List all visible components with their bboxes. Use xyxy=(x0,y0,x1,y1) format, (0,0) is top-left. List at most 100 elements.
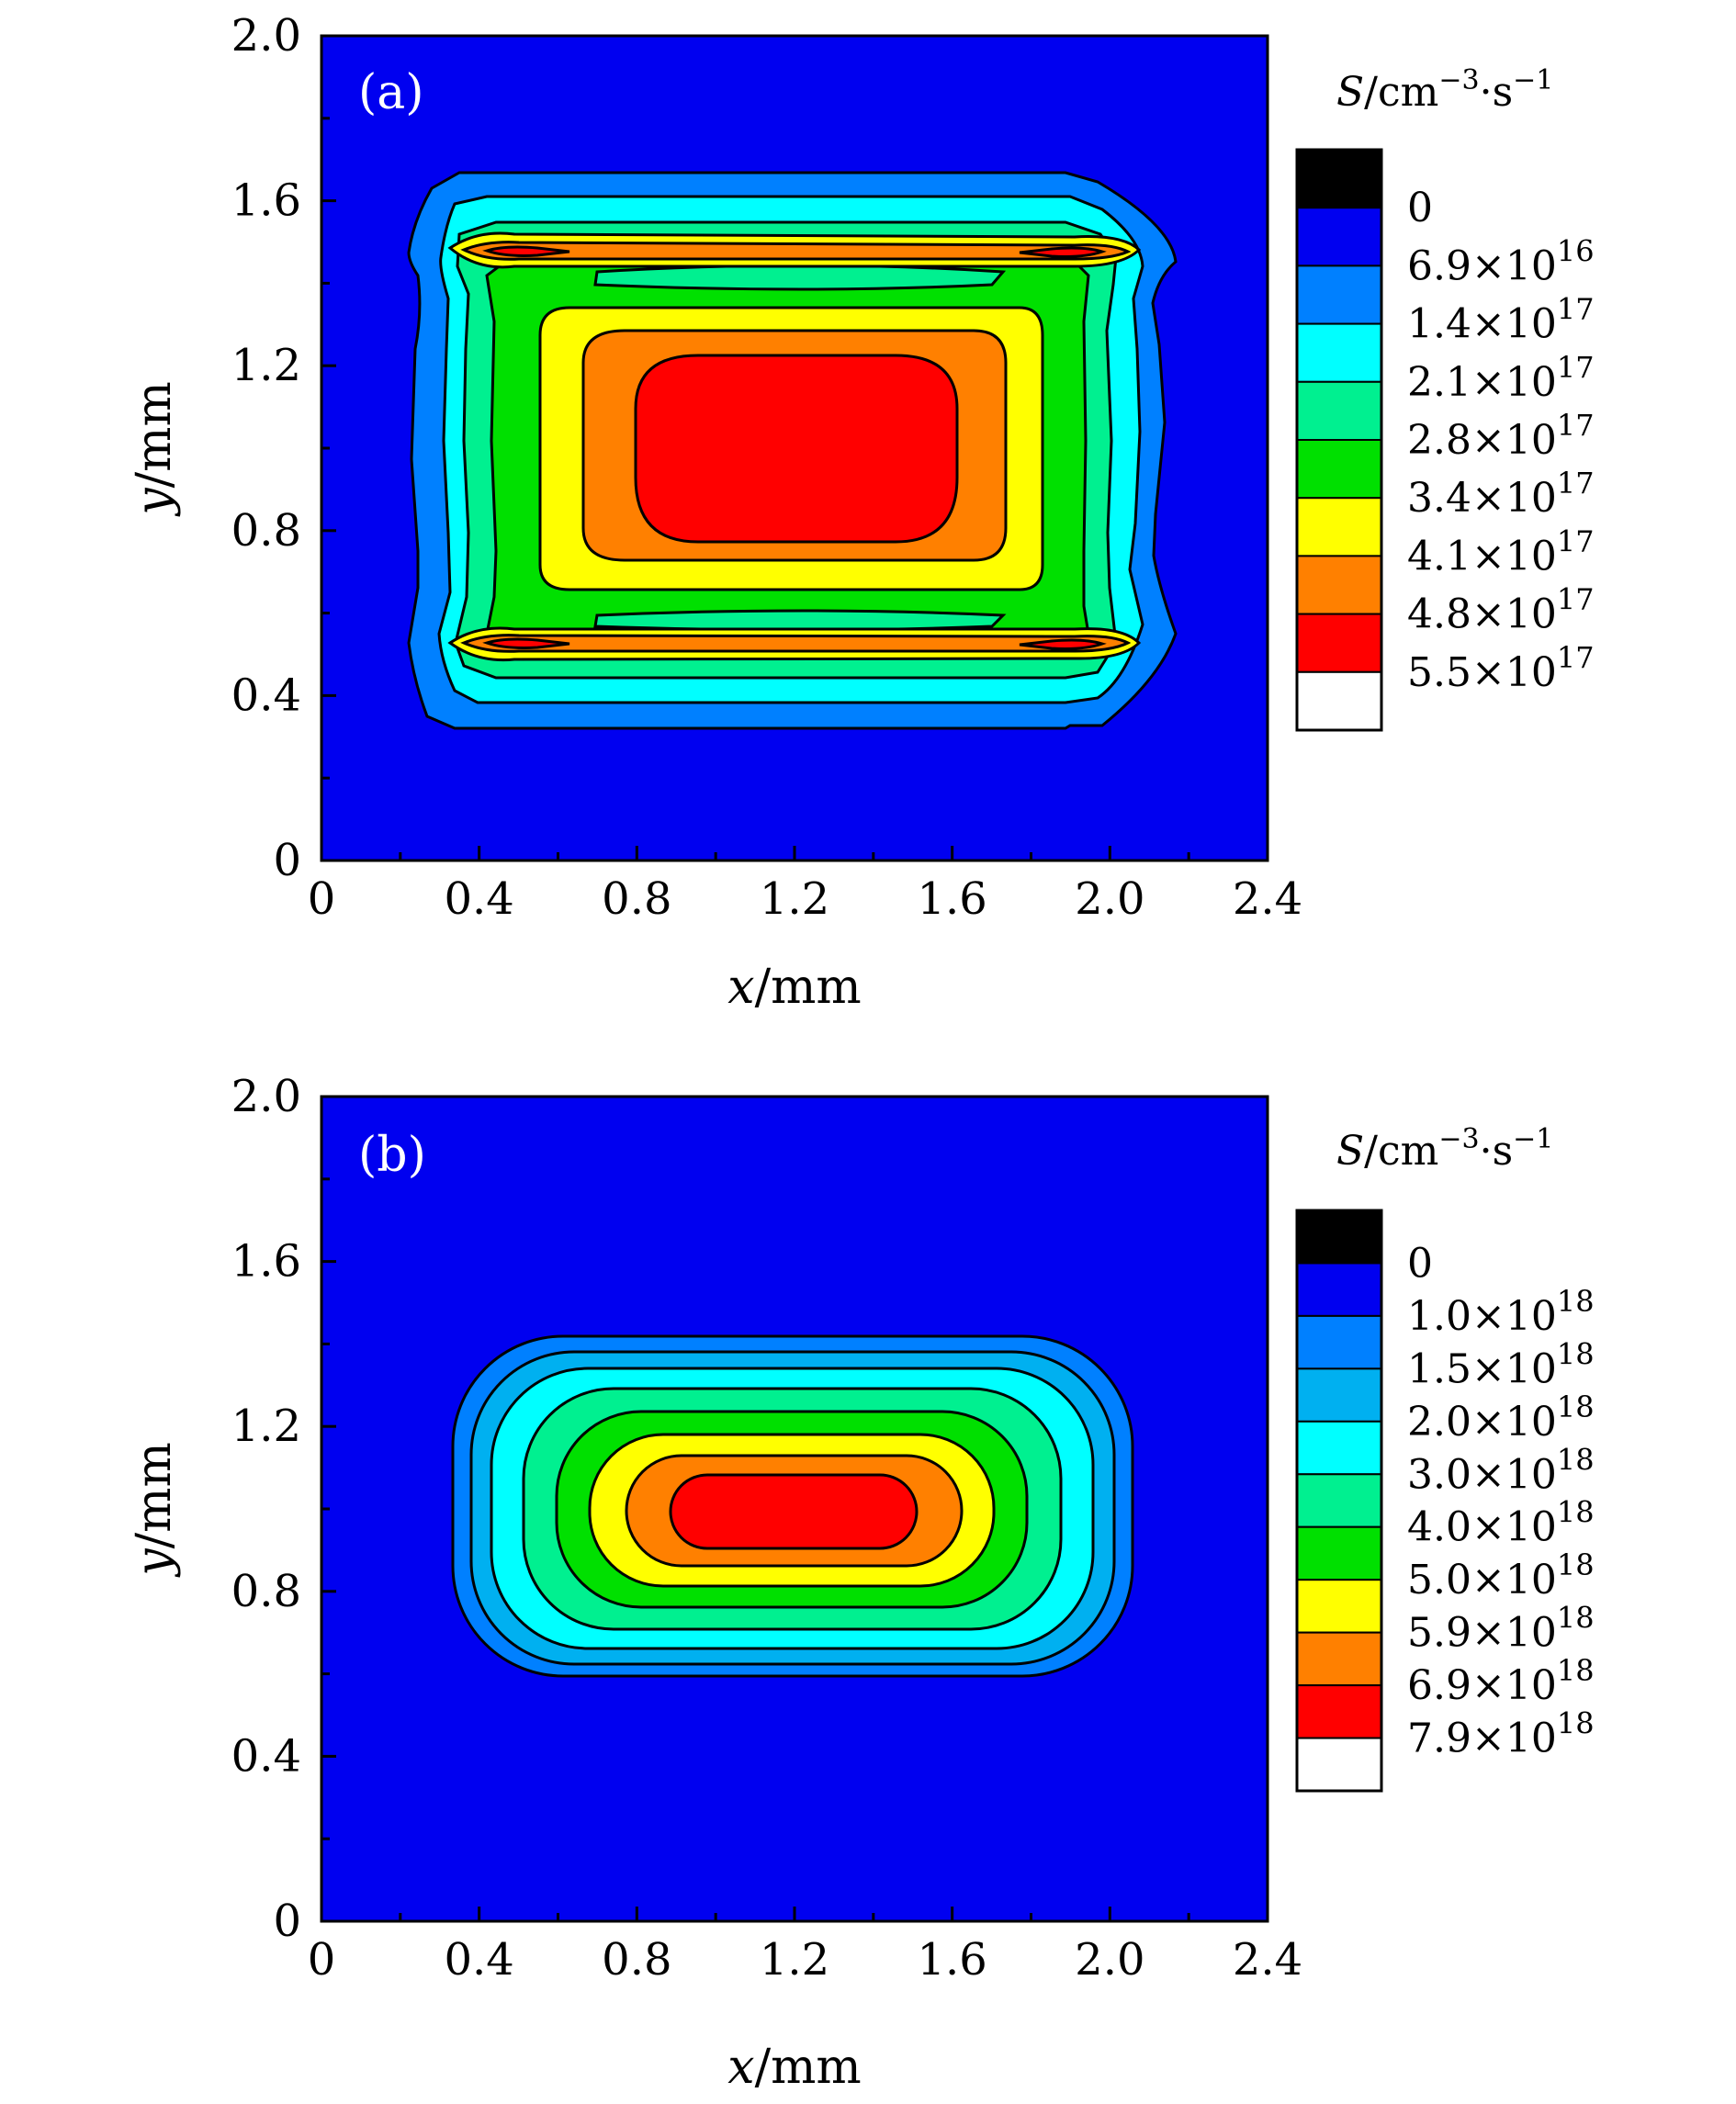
panel-a-colorbar-tick-mantissa: 2.1×10 xyxy=(1407,359,1557,406)
panel-b-colorbar-swatch xyxy=(1296,1367,1382,1423)
panel-a-top-band-level-6 xyxy=(460,241,1132,261)
panel-a-colorbar-swatch xyxy=(1296,555,1382,615)
panel-a-x-tick-label: 1.6 xyxy=(917,873,986,925)
panel-a-colorbar-tick-exponent: 17 xyxy=(1557,408,1595,443)
panel-a-colorbar-swatch xyxy=(1296,380,1382,441)
panel-b-colorbar-swatch xyxy=(1296,1262,1382,1317)
panel-a-colorbar-swatch xyxy=(1296,497,1382,557)
panel-a-top-streak-left xyxy=(482,245,570,257)
panel-a-x-axis-label-unit: /mm xyxy=(755,960,862,1015)
panel-b-colorbar-tick-label: 1.5×1018 xyxy=(1407,1336,1595,1392)
panel-b-colorbar-swatch xyxy=(1296,1684,1382,1739)
panel-a-bottom-band-level-6 xyxy=(460,634,1132,653)
panel-a-colorbar-tick-exponent: 17 xyxy=(1557,582,1595,617)
panel-b-colorbar: 01.0×10181.5×10182.0×10183.0×10184.0×101… xyxy=(1295,1209,1595,1793)
panel-b-colorbar-tick-label: 5.0×1018 xyxy=(1407,1547,1595,1603)
panel-b-x-axis-label-var: x xyxy=(727,2040,754,2095)
panel-b-colorbar-tick-exponent: 18 xyxy=(1557,1706,1595,1741)
panel-a-colorbar-tick-exponent: 17 xyxy=(1557,523,1595,558)
panel-b-x-tick-label: 1.6 xyxy=(917,1934,986,1986)
panel-a-colorbar-tick-mantissa: 0 xyxy=(1407,185,1433,231)
panel-b-x-tick-label: 2.0 xyxy=(1075,1934,1144,1986)
panel-b-x-tick-label: 0 xyxy=(308,1934,336,1986)
panel-b-colorbar-swatch xyxy=(1296,1631,1382,1687)
panel-b-colorbar-tick-exponent: 18 xyxy=(1557,1653,1595,1688)
panel-b-colorbar-tick-mantissa: 2.0×10 xyxy=(1407,1399,1557,1446)
panel-b-colorbar-swatch xyxy=(1296,1737,1382,1792)
panel-a-bottom-streak-left xyxy=(482,637,570,649)
panel-a-y-tick-label: 2.0 xyxy=(231,10,301,62)
panel-b-colorbar-tick-label: 1.0×1018 xyxy=(1407,1284,1595,1340)
panel-b-x-tick-label: 2.4 xyxy=(1233,1934,1302,1986)
panel-a-colorbar-swatch xyxy=(1296,613,1382,673)
panel-a-colorbar-tick-mantissa: 4.8×10 xyxy=(1407,591,1557,638)
panel-b-x-tick-label: 0.8 xyxy=(602,1934,671,1986)
panel-b-colorbar-title-unit: /cm xyxy=(1364,1128,1438,1175)
panel-a-colorbar: 06.9×10161.4×10172.1×10172.8×10173.4×101… xyxy=(1295,148,1595,732)
panel-a-colorbar-tick-label: 3.4×1017 xyxy=(1407,466,1595,522)
panel-a-top-streak-right xyxy=(1019,246,1107,258)
panel-b-colorbar-swatch xyxy=(1296,1473,1382,1528)
panel-b-y-axis-label: y/mm xyxy=(127,1442,182,1578)
panel-a-colorbar-swatch xyxy=(1296,149,1382,209)
panel-a-colorbar-tick-label: 1.4×1017 xyxy=(1407,292,1595,348)
panel-b-colorbar-tick-mantissa: 6.9×10 xyxy=(1407,1662,1557,1709)
panel-a-y-tick-label: 0.4 xyxy=(231,669,301,721)
panel-b-y-axis-label-unit: /mm xyxy=(127,1442,182,1548)
panel-a-colorbar-tick-exponent: 17 xyxy=(1557,640,1595,675)
panel-a-ticks: 0 0.4 0.8 1.2 1.6 2.0 2.4 0 0.4 0.8 1.2 1.6 2.0 xyxy=(231,10,1303,925)
panel-b: 0 0.4 0.8 1.2 1.6 2.0 2.400.40.81.21.62.0 (b) … xyxy=(127,1071,1595,2095)
panel-a-x-tick-label: 0.4 xyxy=(444,873,513,925)
panel-b-y-tick-label: 0 xyxy=(273,1896,301,1947)
panel-a-x-tick-label: 2.0 xyxy=(1075,873,1144,925)
panel-a-y-axis-label: y/mm xyxy=(127,381,182,517)
panel-b-colorbar-tick-mantissa: 4.0×10 xyxy=(1407,1504,1557,1551)
panel-b-colorbar-tick-exponent: 18 xyxy=(1557,1442,1595,1477)
panel-b-y-tick-label: 0.8 xyxy=(231,1566,301,1617)
panel-a-colorbar-swatch xyxy=(1296,439,1382,500)
panel-a-top-edge-lens xyxy=(593,264,1007,291)
panel-b-x-tick-label: 1.2 xyxy=(760,1934,829,1986)
panel-b-colorbar-tick-label: 7.9×1018 xyxy=(1407,1706,1595,1762)
panel-b-colorbar-title-exp2: −1 xyxy=(1513,1123,1553,1155)
panel-a-colorbar-tick-label: 2.1×1017 xyxy=(1407,350,1595,406)
panel-a-colorbar-tick-exponent: 17 xyxy=(1557,292,1595,327)
panel-b-x-tick-label: 0.4 xyxy=(444,1934,513,1986)
panel-a-colorbar-tick-mantissa: 3.4×10 xyxy=(1407,475,1557,522)
panel-b-colorbar-swatch xyxy=(1296,1420,1382,1476)
panel-a-y-tick-label: 1.6 xyxy=(231,175,301,227)
panel-a-colorbar-title-exp2: −1 xyxy=(1513,64,1553,96)
panel-b-colorbar-tick-mantissa: 0 xyxy=(1407,1240,1433,1287)
panel-a-colorbar-title-exp1: −3 xyxy=(1438,64,1479,96)
panel-b-colorbar-tick-mantissa: 7.9×10 xyxy=(1407,1716,1557,1762)
panel-a-y-axis-label-unit: /mm xyxy=(127,381,182,488)
panel-b-colorbar-tick-exponent: 18 xyxy=(1557,1284,1595,1319)
panel-b-colorbar-title: S/cm−3·s−1 xyxy=(1336,1123,1553,1175)
panel-b-x-axis-label: x/mm xyxy=(727,2040,861,2095)
panel-b-colorbar-frame xyxy=(1295,1209,1383,1793)
panel-a-colorbar-tick-exponent: 17 xyxy=(1557,350,1595,385)
panel-b-y-tick-label: 2.0 xyxy=(231,1071,301,1122)
panel-a-bottom-edge-lens xyxy=(593,609,1007,632)
panel-a-colorbar-tick-label: 0 xyxy=(1407,185,1433,231)
panel-a-x-axis-label-var: x xyxy=(727,960,754,1015)
panel-a-label: (a) xyxy=(358,65,424,120)
panel-b-y-tick-label: 1.2 xyxy=(231,1401,301,1452)
panel-a-colorbar-title: S/cm−3·s−1 xyxy=(1336,64,1553,116)
panel-a-colorbar-swatch xyxy=(1296,322,1382,383)
panel-a-colorbar-tick-label: 6.9×1016 xyxy=(1407,233,1595,289)
panel-b-colorbar-swatch xyxy=(1296,1579,1382,1634)
panel-b-x-axis-label-unit: /mm xyxy=(755,2040,862,2095)
panel-b-colorbar-title-mid: ·s xyxy=(1480,1128,1514,1175)
panel-a-colorbar-title-mid: ·s xyxy=(1480,69,1514,116)
panel-b-colorbar-tick-exponent: 18 xyxy=(1557,1601,1595,1636)
panel-b-colorbar-tick-mantissa: 1.0×10 xyxy=(1407,1293,1557,1340)
panel-a-colorbar-tick-label: 2.8×1017 xyxy=(1407,408,1595,464)
panel-b-colorbar-tick-label: 4.0×1018 xyxy=(1407,1495,1595,1551)
panel-b-colorbar-tick-exponent: 18 xyxy=(1557,1390,1595,1424)
panel-a-colorbar-tick-mantissa: 1.4×10 xyxy=(1407,301,1557,348)
panel-b-y-tick-label: 1.6 xyxy=(231,1236,301,1288)
panel-a-contour-level-7 xyxy=(634,354,959,544)
panel-a-y-tick-label: 0.8 xyxy=(231,505,301,557)
panel-a-colorbar-swatch xyxy=(1296,264,1382,325)
